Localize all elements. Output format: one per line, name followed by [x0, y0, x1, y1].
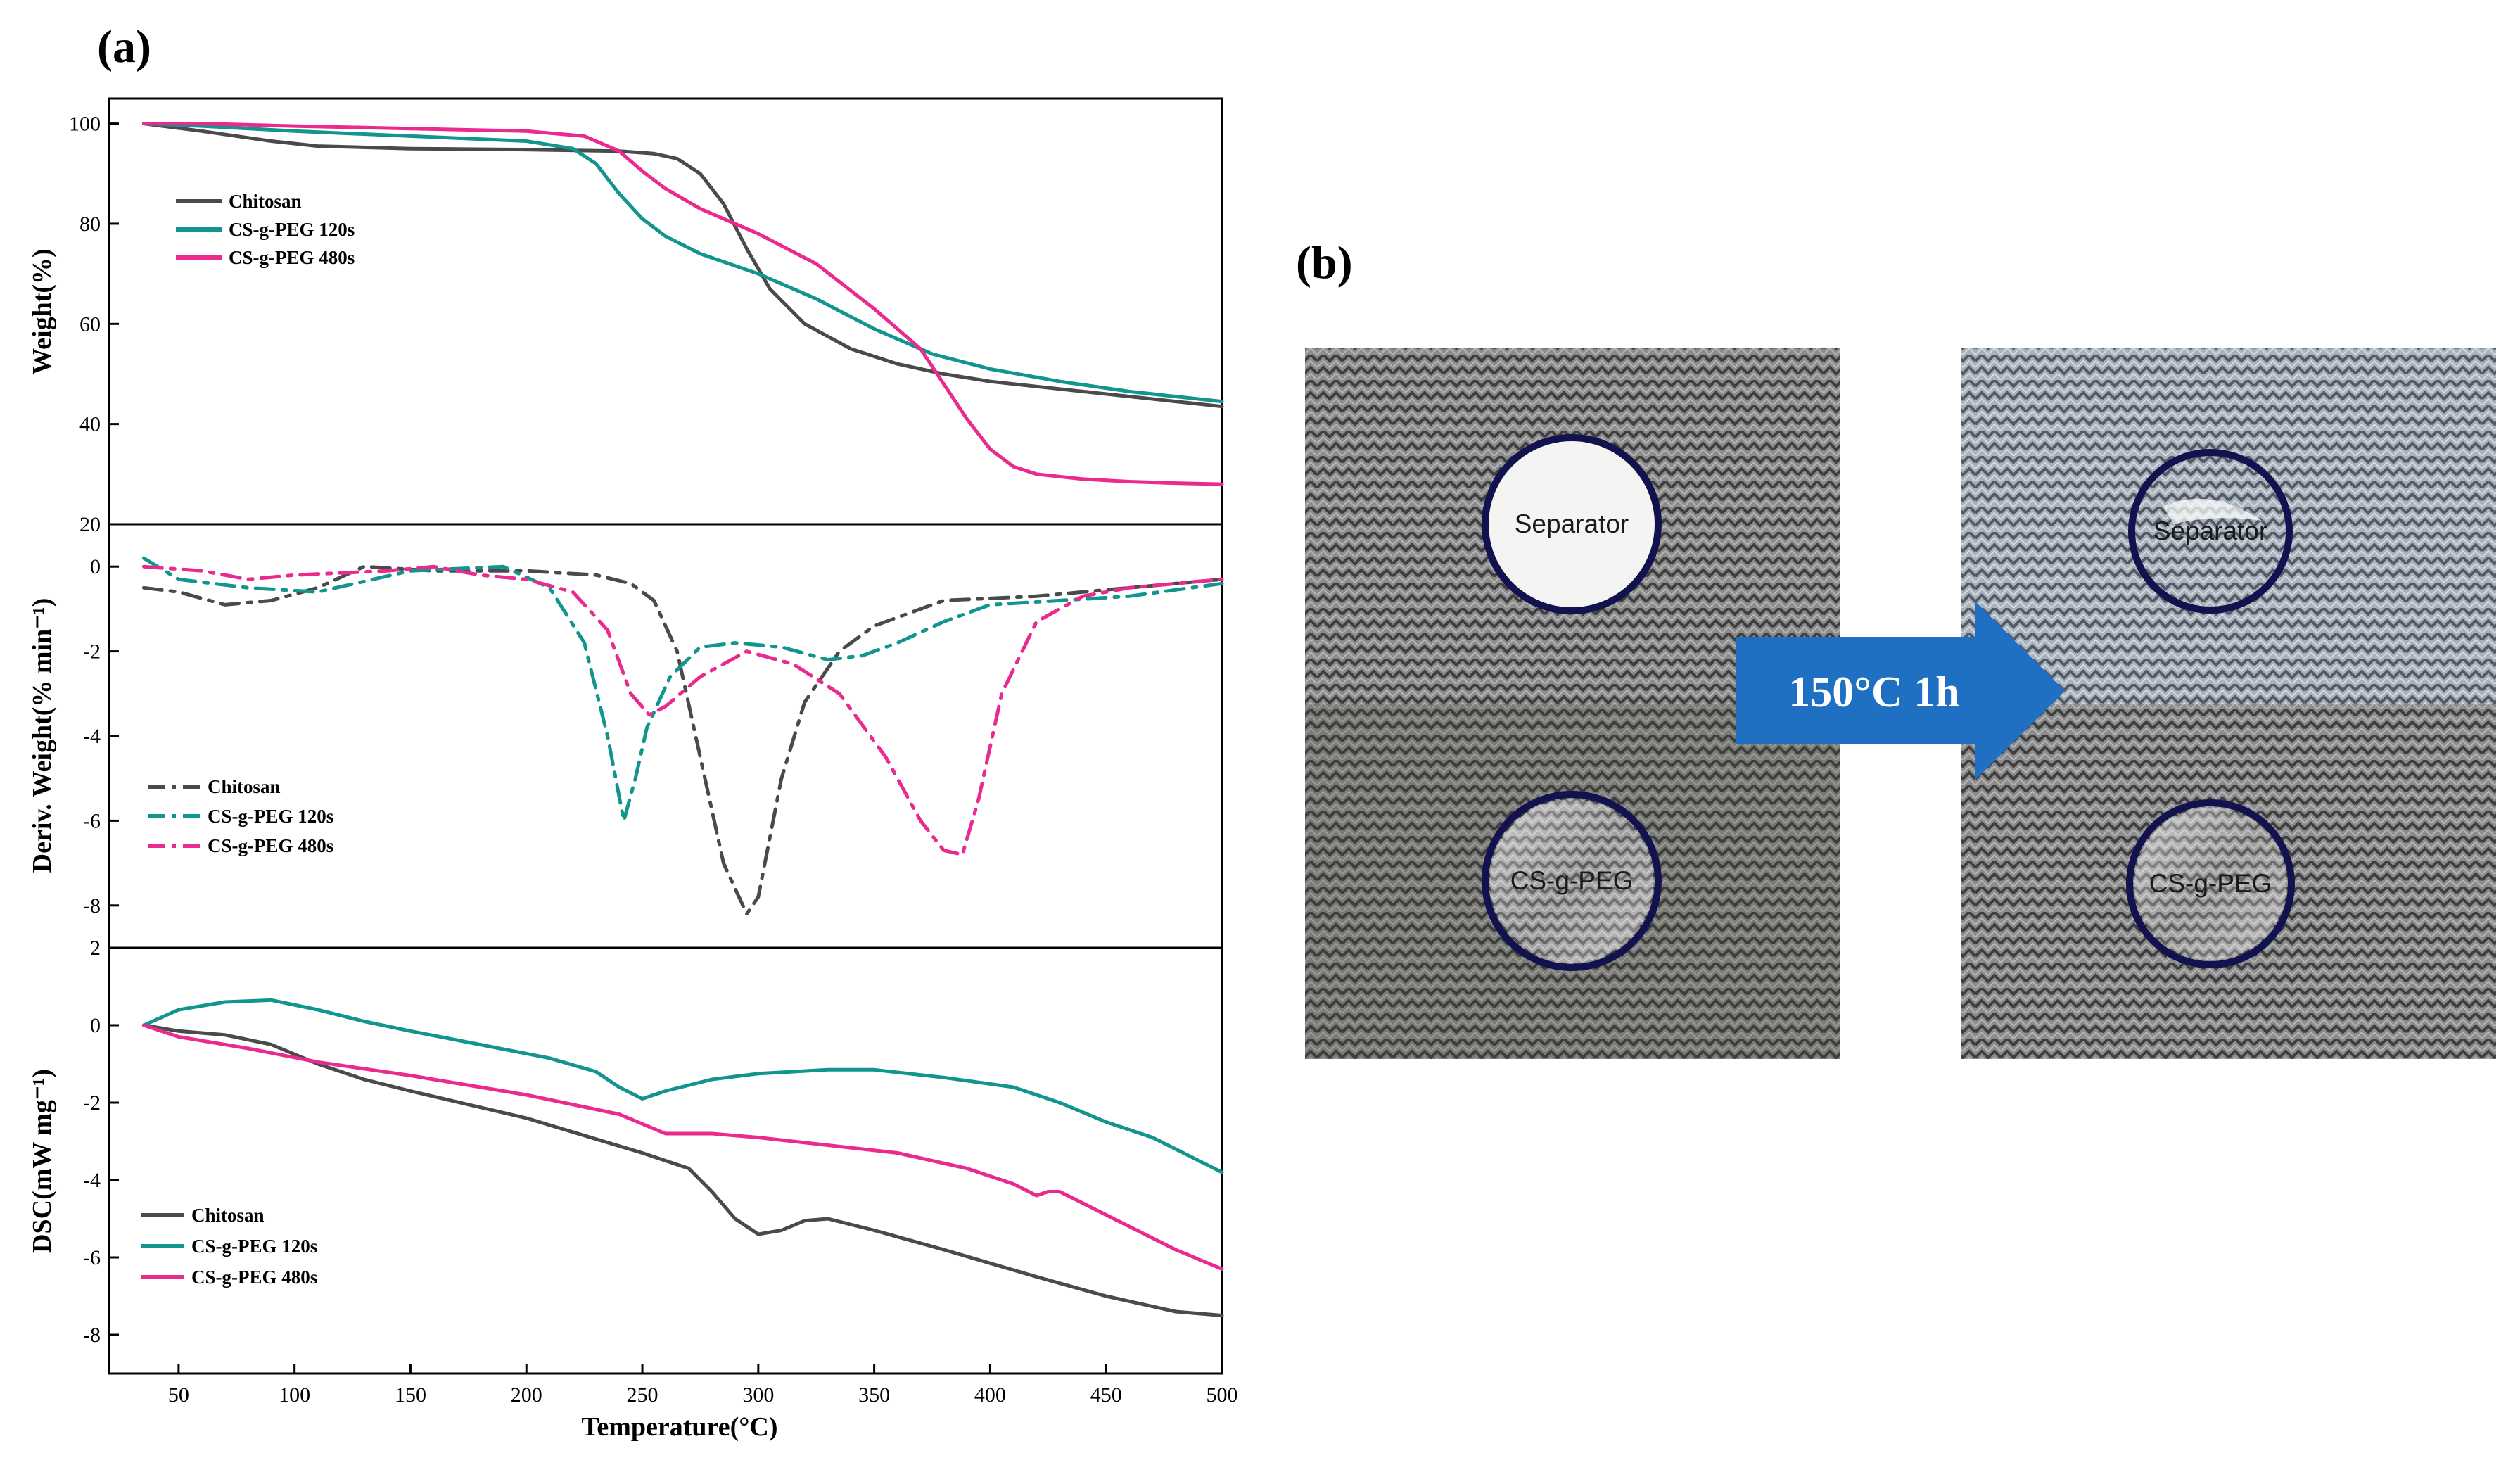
x-tick-label-9: 500 — [1207, 1383, 1238, 1407]
dsc-line-cs120 — [141, 998, 1224, 1174]
dtg-legend: Chitosan CS-g-PEG 120s CS-g-PEG 480s — [148, 776, 333, 856]
dsc-y-tick-label-3: -2 — [83, 1091, 101, 1115]
dsc-y-tick-label-4: 0 — [90, 1014, 101, 1037]
dsc-y-tick-label-1: -6 — [83, 1246, 101, 1269]
dsc-y-ticks: -8 -6 -4 -2 0 2 — [83, 937, 119, 1347]
csgpeg-film-before — [1490, 799, 1653, 963]
csgpeg-film-after — [2134, 808, 2286, 960]
dsc-line-cs480 — [141, 1023, 1224, 1271]
dsc-legend-chitosan: Chitosan — [191, 1205, 265, 1226]
tga-line-cs480 — [141, 122, 1224, 486]
tga-series — [141, 122, 1224, 486]
separator-label-before: Separator — [1515, 509, 1629, 538]
photo-after: Separator CS-g-PEG — [1961, 348, 2496, 1059]
dsc-y-tick-label-0: -8 — [83, 1324, 101, 1347]
dtg-line-chitosan — [141, 564, 1224, 916]
x-tick-label-6: 350 — [858, 1383, 890, 1407]
dsc-legend: Chitosan CS-g-PEG 120s CS-g-PEG 480s — [141, 1205, 317, 1288]
dsc-legend-cs120: CS-g-PEG 120s — [191, 1236, 317, 1257]
dtg-line-cs480 — [141, 564, 1224, 857]
panel-a-label: (a) — [97, 21, 151, 72]
x-tick-label-2: 150 — [395, 1383, 426, 1407]
x-tick-label-3: 200 — [511, 1383, 542, 1407]
tga-legend-chitosan: Chitosan — [229, 191, 302, 212]
tga-y-axis-title: Weight(%) — [27, 248, 57, 374]
dsc-legend-cs480: CS-g-PEG 480s — [191, 1267, 317, 1288]
tga-legend-cs120: CS-g-PEG 120s — [229, 219, 355, 240]
dtg-series — [141, 556, 1224, 916]
dtg-y-tick-label-4: 0 — [90, 555, 101, 578]
dtg-y-tick-label-1: -6 — [83, 809, 101, 832]
panel-a-frame — [108, 97, 1223, 1375]
tga-y-tick-label-3: 80 — [79, 213, 101, 236]
dtg-y-tick-label-0: -8 — [83, 894, 101, 918]
tga-y-tick-label-2: 60 — [79, 312, 101, 336]
heat-treatment-arrow: 150°C 1h — [1736, 602, 2065, 780]
arrow-shape — [1736, 602, 2065, 780]
x-tick-label-1: 100 — [279, 1383, 310, 1407]
x-tick-label-8: 450 — [1090, 1383, 1122, 1407]
tga-legend: Chitosan CS-g-PEG 120s CS-g-PEG 480s — [176, 191, 355, 268]
dtg-line-cs120 — [141, 556, 1224, 823]
tga-line-cs120 — [141, 122, 1224, 404]
tga-line-chitosan — [141, 122, 1224, 409]
tga-y-tick-label-1: 40 — [79, 413, 101, 436]
dsc-y-tick-label-2: -4 — [83, 1169, 101, 1192]
dtg-plot: -8 -6 -4 -2 0 Deriv. Weight(% min⁻¹) Chitosa… — [27, 555, 1224, 918]
separator-label-after: Separator — [2153, 516, 2268, 545]
dtg-legend-cs480: CS-g-PEG 480s — [208, 835, 333, 856]
dsc-plot: -8 -6 -4 -2 0 2 50 100 150 200 250 300 350 400 450 500… — [27, 937, 1238, 1442]
dsc-y-axis-title: DSC(mW mg⁻¹) — [27, 1069, 57, 1253]
dsc-series — [141, 998, 1224, 1317]
separator-disc-after — [2128, 449, 2293, 614]
arrow-label: 150°C 1h — [1788, 668, 1960, 716]
csgpeg-label-before: CS-g-PEG — [1510, 866, 1634, 895]
tga-plot: 20 40 60 80 100 Weight(%) Chitosan CS-g-PEG … — [27, 113, 1224, 536]
x-tick-label-5: 300 — [742, 1383, 774, 1407]
dsc-line-chitosan — [141, 1023, 1224, 1317]
dsc-y-tick-label-5: 2 — [90, 937, 101, 960]
dtg-legend-chitosan: Chitosan — [208, 776, 281, 797]
csgpeg-label-after: CS-g-PEG — [2149, 869, 2272, 898]
dtg-y-tick-label-3: -2 — [83, 640, 101, 664]
separator-shrink-wrinkle — [2163, 498, 2262, 524]
separator-disc-before — [1482, 434, 1662, 614]
x-tick-label-4: 250 — [627, 1383, 658, 1407]
x-axis-ticks: 50 100 150 200 250 300 350 400 450 500 — [168, 1364, 1238, 1407]
x-tick-label-0: 50 — [168, 1383, 189, 1407]
x-tick-label-7: 400 — [974, 1383, 1006, 1407]
dtg-y-tick-label-2: -4 — [83, 725, 101, 748]
dtg-y-ticks: -8 -6 -4 -2 0 — [83, 555, 119, 918]
dtg-y-axis-title: Deriv. Weight(% min⁻¹) — [27, 598, 57, 873]
x-axis-title: Temperature(°C) — [581, 1412, 777, 1442]
panel-b-label: (b) — [1296, 237, 1353, 288]
tga-y-tick-label-4: 100 — [69, 113, 101, 136]
dtg-legend-cs120: CS-g-PEG 120s — [208, 806, 333, 827]
tga-y-tick-label-0: 20 — [79, 513, 101, 536]
tga-y-ticks: 20 40 60 80 100 — [69, 113, 119, 536]
tga-legend-cs480: CS-g-PEG 480s — [229, 247, 355, 268]
